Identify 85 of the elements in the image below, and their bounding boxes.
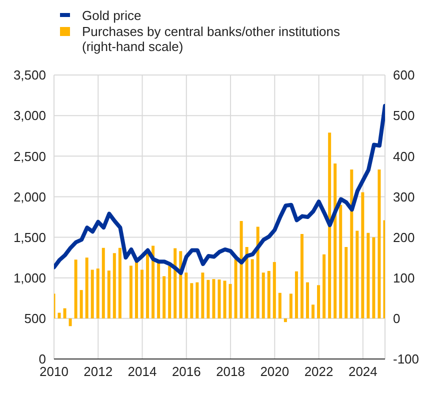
- x-tick-label: 2022: [304, 364, 334, 380]
- bar: [174, 248, 177, 318]
- y-tick-label: 1,500: [13, 230, 46, 245]
- bar: [196, 282, 199, 318]
- y2-tick-label: 200: [393, 230, 415, 245]
- bar: [383, 220, 385, 318]
- x-tick-label: 2016: [172, 364, 201, 380]
- bar: [112, 253, 116, 318]
- bar: [250, 259, 254, 318]
- bar: [328, 132, 332, 318]
- bar: [361, 192, 364, 318]
- x-tick-label: 2024: [348, 364, 378, 380]
- y-tick-label: 0: [38, 352, 46, 367]
- y2-tick-label: 0: [393, 311, 400, 326]
- bar: [218, 279, 221, 318]
- bar: [300, 234, 304, 318]
- y-tick-label: 3,500: [13, 68, 46, 83]
- y2-tick-label: 500: [393, 108, 415, 124]
- bar: [162, 276, 166, 318]
- bar: [339, 204, 342, 318]
- line-series: [54, 104, 385, 275]
- bar: [234, 259, 238, 318]
- bar: [306, 282, 310, 318]
- bar: [256, 226, 260, 318]
- bar: [85, 258, 88, 318]
- x-tick-label: 2018: [216, 364, 245, 380]
- bar: [96, 268, 100, 318]
- bar: [129, 266, 132, 318]
- bar: [278, 292, 282, 318]
- y2-tick-label: 600: [393, 68, 415, 83]
- y2-tick-label: 400: [393, 148, 415, 164]
- bar: [107, 270, 110, 318]
- y2-tick-label: 300: [393, 189, 415, 204]
- bar: [58, 312, 61, 318]
- bar: [118, 248, 122, 318]
- bar: [344, 247, 348, 318]
- bar: [350, 170, 354, 318]
- bar: [140, 270, 144, 318]
- y-tick-label: 2,000: [13, 189, 46, 204]
- bar: [272, 262, 276, 318]
- y-tick-label: 500: [24, 311, 46, 326]
- bar: [190, 283, 194, 318]
- y2-tick-label: -100: [393, 352, 420, 367]
- bar: [262, 272, 265, 318]
- bar: [102, 248, 105, 318]
- y2-tick-label: 100: [393, 270, 415, 286]
- bar: [322, 254, 326, 318]
- legend-label: Gold price: [82, 8, 142, 23]
- x-tick-label: 2012: [84, 364, 113, 380]
- bar: [228, 284, 232, 318]
- y-tick-label: 3,000: [13, 108, 46, 124]
- bar: [312, 304, 315, 318]
- bar: [289, 294, 292, 318]
- bar: [68, 318, 72, 326]
- bar: [294, 271, 298, 318]
- bar: [245, 247, 248, 318]
- x-tick-label: 2010: [40, 364, 68, 380]
- bar: [74, 260, 78, 318]
- bar: [267, 270, 270, 318]
- y-tick-label: 2,500: [13, 148, 46, 164]
- bar: [334, 163, 337, 318]
- bar: [201, 272, 204, 318]
- bar: [378, 170, 381, 318]
- bar: [134, 260, 138, 318]
- bar: [146, 254, 150, 318]
- x-tick-label: 2020: [260, 364, 290, 380]
- bar: [372, 237, 376, 318]
- bar: [184, 272, 188, 318]
- bar: [212, 279, 216, 318]
- bar: [152, 246, 155, 318]
- bar: [284, 318, 287, 322]
- bar: [63, 308, 66, 318]
- y-tick-label: 1,000: [13, 270, 46, 286]
- bar: [223, 280, 226, 318]
- bar: [317, 285, 320, 318]
- bar: [206, 280, 210, 318]
- bar: [356, 230, 359, 318]
- legend-label: Purchases by central banks/other institutions (right-hand scale): [82, 24, 340, 54]
- bar: [80, 290, 83, 318]
- bar: [90, 270, 94, 318]
- bar: [157, 262, 160, 318]
- bar: [168, 266, 172, 318]
- bar: [240, 221, 243, 318]
- bar: [366, 232, 370, 318]
- x-tick-label: 2014: [128, 364, 157, 380]
